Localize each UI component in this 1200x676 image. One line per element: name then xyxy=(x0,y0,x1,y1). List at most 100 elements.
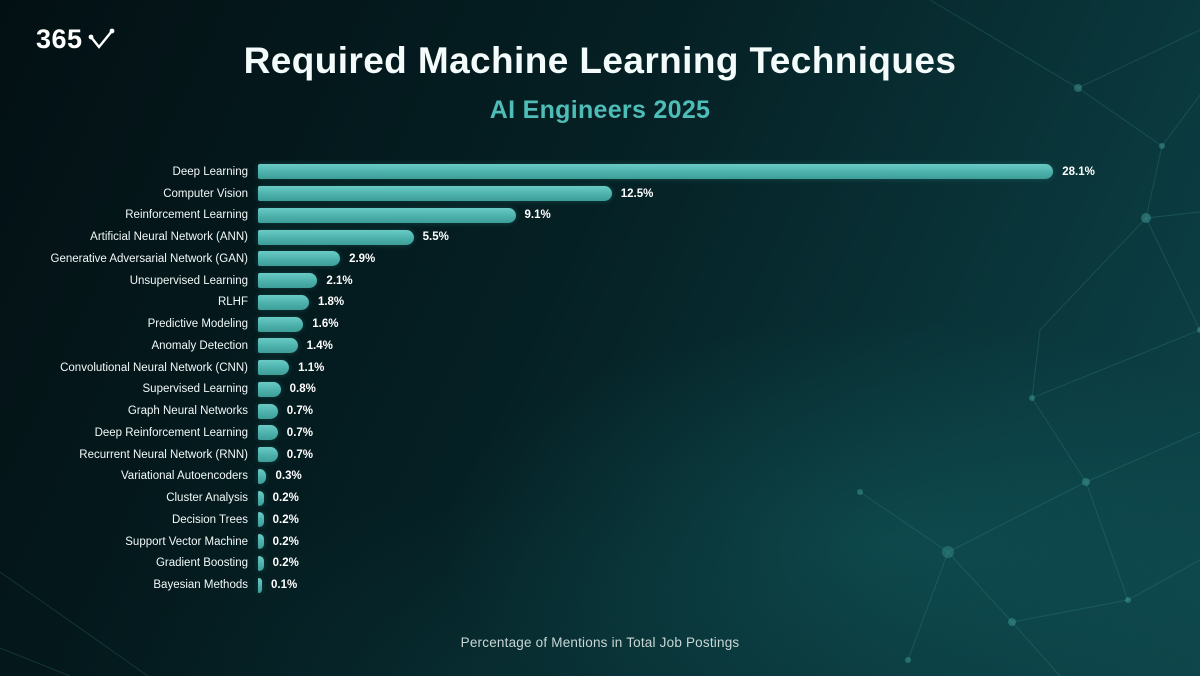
logo-check-icon xyxy=(88,28,114,49)
bar xyxy=(258,360,290,376)
bar xyxy=(258,273,318,289)
value-label: 12.5% xyxy=(620,187,654,200)
bar-track: 0.2% xyxy=(258,512,1200,528)
value-label: 0.3% xyxy=(275,470,302,483)
bar xyxy=(258,294,309,310)
value-label: 28.1% xyxy=(1062,165,1095,178)
logo-365: 365 xyxy=(36,26,115,53)
bar xyxy=(258,186,612,202)
value-label: 1.4% xyxy=(306,339,333,352)
chart-subtitle: AI Engineers 2025 xyxy=(489,96,711,124)
category-label: Computer Vision xyxy=(163,187,248,200)
value-label: 0.7% xyxy=(286,405,314,418)
category-label: Cluster Analysis xyxy=(166,492,248,505)
category-label: Graph Neural Networks xyxy=(127,405,248,418)
category-label: Bayesian Methods xyxy=(153,579,248,592)
bar-track: 1.8% xyxy=(258,294,1200,310)
bar-track: 5.5% xyxy=(258,229,1200,245)
bar-rows: Deep Learning 28.1% Computer Vision 12.5… xyxy=(0,161,1200,596)
bar-track: 0.7% xyxy=(258,403,1200,419)
bar-row: Reinforcement Learning 9.1% xyxy=(0,205,1200,227)
bar-row: Recurrent Neural Network (RNN) 0.7% xyxy=(0,444,1200,466)
logo-text: 365 xyxy=(36,24,83,54)
bar xyxy=(258,555,264,571)
category-label: Deep Reinforcement Learning xyxy=(94,426,248,439)
category-label: RLHF xyxy=(217,296,248,309)
value-label: 5.5% xyxy=(422,231,449,244)
bar-row: Bayesian Methods 0.1% xyxy=(0,574,1200,596)
category-label: Anomaly Detection xyxy=(151,339,248,352)
bar-track: 0.2% xyxy=(258,555,1200,571)
bar xyxy=(258,338,298,354)
x-axis-caption: Percentage of Mentions in Total Job Post… xyxy=(460,635,740,650)
value-label: 1.6% xyxy=(312,318,339,331)
bar-track: 0.8% xyxy=(258,381,1200,397)
value-label: 0.2% xyxy=(272,513,299,526)
category-label: Convolutional Neural Network (CNN) xyxy=(60,361,248,374)
bar xyxy=(258,251,341,267)
value-label: 0.2% xyxy=(272,557,299,570)
bar-row: Computer Vision 12.5% xyxy=(0,183,1200,205)
bar-chart: Deep Learning 28.1% Computer Vision 12.5… xyxy=(0,161,1200,596)
bar-row: Support Vector Machine 0.2% xyxy=(0,531,1200,553)
bar xyxy=(258,468,267,484)
bar-row: Gradient Boosting 0.2% xyxy=(0,553,1200,575)
category-label: Gradient Boosting xyxy=(155,557,248,570)
value-label: 0.2% xyxy=(272,535,299,548)
bar xyxy=(258,490,264,506)
bar-track: 0.7% xyxy=(258,447,1200,463)
category-label: Recurrent Neural Network (RNN) xyxy=(79,448,248,461)
category-label: Predictive Modeling xyxy=(147,318,248,331)
bar-track: 0.2% xyxy=(258,490,1200,506)
bar-track: 1.4% xyxy=(258,338,1200,354)
bar-track: 2.1% xyxy=(258,273,1200,289)
bar-track: 1.1% xyxy=(258,360,1200,376)
bar-row: Generative Adversarial Network (GAN) 2.9… xyxy=(0,248,1200,270)
bar-row: Unsupervised Learning 2.1% xyxy=(0,270,1200,292)
bar xyxy=(258,512,264,528)
bar-row: Cluster Analysis 0.2% xyxy=(0,487,1200,509)
bar-track: 12.5% xyxy=(258,186,1200,202)
value-label: 0.1% xyxy=(271,579,298,592)
bar xyxy=(258,207,516,223)
bar xyxy=(258,425,278,441)
category-label: Deep Learning xyxy=(172,165,248,178)
bar-track: 0.7% xyxy=(258,425,1200,441)
bar-row: Deep Reinforcement Learning 0.7% xyxy=(0,422,1200,444)
value-label: 0.2% xyxy=(272,492,299,505)
bar-track: 0.3% xyxy=(258,468,1200,484)
category-label: Decision Trees xyxy=(171,513,248,526)
bar-row: Artificial Neural Network (ANN) 5.5% xyxy=(0,226,1200,248)
value-label: 0.8% xyxy=(289,383,316,396)
bar-track: 0.1% xyxy=(258,577,1200,593)
bar-track: 9.1% xyxy=(258,207,1200,223)
bar xyxy=(258,229,414,245)
category-label: Supervised Learning xyxy=(142,383,249,396)
category-label: Artificial Neural Network (ANN) xyxy=(90,231,248,244)
bar-row: Deep Learning 28.1% xyxy=(0,161,1200,183)
value-label: 2.9% xyxy=(349,252,376,265)
bar-row: Convolutional Neural Network (CNN) 1.1% xyxy=(0,357,1200,379)
value-label: 0.7% xyxy=(286,426,314,439)
value-label: 1.8% xyxy=(317,296,345,309)
bar-track: 1.6% xyxy=(258,316,1200,332)
bar xyxy=(258,316,304,332)
category-label: Unsupervised Learning xyxy=(129,274,248,287)
bar xyxy=(258,534,264,550)
bar-row: Variational Autoencoders 0.3% xyxy=(0,466,1200,488)
bar-row: RLHF 1.8% xyxy=(0,292,1200,314)
category-label: Reinforcement Learning xyxy=(125,209,248,222)
bar-row: Graph Neural Networks 0.7% xyxy=(0,400,1200,422)
bar xyxy=(258,447,278,463)
bar-track: 28.1% xyxy=(258,164,1200,180)
value-label: 2.1% xyxy=(326,274,353,287)
chart-title: Required Machine Learning Techniques xyxy=(243,40,957,81)
bar-row: Supervised Learning 0.8% xyxy=(0,379,1200,401)
category-label: Support Vector Machine xyxy=(125,535,248,548)
bar xyxy=(258,403,278,419)
value-label: 0.7% xyxy=(286,448,314,461)
category-label: Generative Adversarial Network (GAN) xyxy=(50,252,248,265)
bar-row: Decision Trees 0.2% xyxy=(0,509,1200,531)
bar xyxy=(258,164,1054,180)
